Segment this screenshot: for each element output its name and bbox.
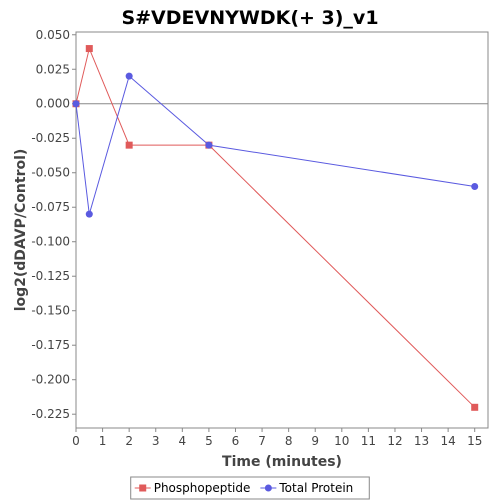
chart-title: S#VDEVNYWDK(+ 3)_v1 bbox=[121, 7, 378, 29]
x-tick-label: 2 bbox=[125, 434, 133, 448]
series-layer bbox=[72, 45, 479, 411]
x-tick-label: 11 bbox=[361, 434, 376, 448]
data-point bbox=[72, 100, 80, 108]
y-axis-label: log2(dDAVP/Control) bbox=[13, 149, 29, 312]
legend-label: Phosphopeptide bbox=[154, 481, 251, 495]
y-tick-label: 0.000 bbox=[36, 97, 70, 111]
y-tick-label: -0.125 bbox=[31, 269, 70, 283]
x-tick-label: 0 bbox=[72, 434, 80, 448]
y-tick-label: -0.225 bbox=[31, 407, 70, 421]
x-tick-label: 8 bbox=[285, 434, 293, 448]
y-tick-label: -0.175 bbox=[31, 338, 70, 352]
y-tick-label: 0.025 bbox=[36, 62, 70, 76]
y-tick-label: -0.150 bbox=[31, 304, 70, 318]
plot-area bbox=[75, 31, 489, 429]
series-total-protein bbox=[72, 72, 479, 218]
x-tick-label: 7 bbox=[258, 434, 266, 448]
legend-marker bbox=[264, 484, 272, 492]
x-tick-label: 1 bbox=[99, 434, 107, 448]
y-tick-label: -0.075 bbox=[31, 200, 70, 214]
data-point bbox=[85, 45, 93, 53]
x-axis-label: Time (minutes) bbox=[222, 454, 342, 470]
x-tick-label: 13 bbox=[414, 434, 429, 448]
y-tick-label: 0.050 bbox=[36, 28, 70, 42]
legend: Phosphopeptide Total Protein bbox=[130, 476, 370, 500]
x-tick-label: 3 bbox=[152, 434, 160, 448]
data-point bbox=[471, 183, 479, 191]
data-point bbox=[471, 403, 479, 411]
x-tick-label: 10 bbox=[334, 434, 349, 448]
x-tick-label: 12 bbox=[387, 434, 402, 448]
legend-box bbox=[130, 476, 370, 500]
y-tick-label: -0.100 bbox=[31, 235, 70, 249]
x-tick-label: 14 bbox=[440, 434, 455, 448]
y-tick-label: -0.025 bbox=[31, 131, 70, 145]
x-tick-label: 15 bbox=[467, 434, 482, 448]
x-axis: 0 1 2 3 4 5 6 7 8 9 10 11 12 13 14 15 bbox=[72, 428, 482, 448]
data-point bbox=[125, 141, 133, 149]
x-tick-label: 9 bbox=[311, 434, 319, 448]
legend-marker bbox=[139, 484, 147, 492]
y-axis: 0.050 0.025 0.000 -0.025 -0.050 -0.075 -0.100 -… bbox=[31, 28, 76, 421]
data-point bbox=[125, 72, 133, 80]
data-point bbox=[85, 210, 93, 218]
y-tick-label: -0.050 bbox=[31, 166, 70, 180]
x-tick-label: 4 bbox=[179, 434, 187, 448]
legend-label: Total Protein bbox=[278, 481, 353, 495]
data-point bbox=[205, 141, 213, 149]
x-tick-label: 5 bbox=[205, 434, 213, 448]
x-tick-label: 6 bbox=[232, 434, 240, 448]
y-tick-label: -0.200 bbox=[31, 373, 70, 387]
